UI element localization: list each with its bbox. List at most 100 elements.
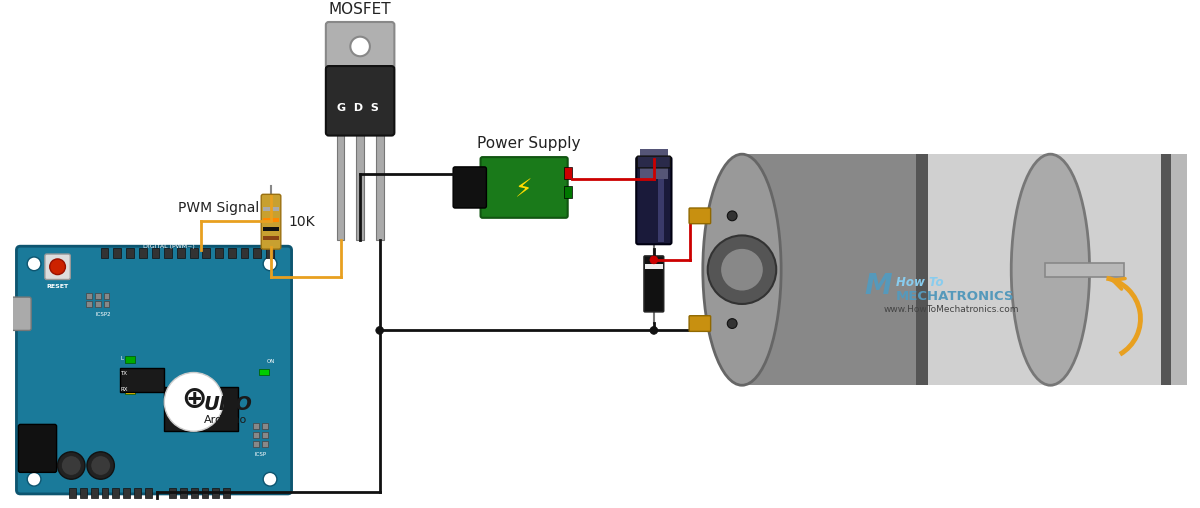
Bar [917,154,928,385]
Bar [215,248,223,258]
Bar [202,488,209,498]
Bar [124,488,130,498]
Text: RESET: RESET [47,284,68,289]
Text: ⚡: ⚡ [515,178,533,202]
Circle shape [58,452,85,479]
Bar [253,248,262,258]
Bar [337,128,344,240]
Text: 10K: 10K [289,215,316,229]
Bar [126,248,134,258]
Circle shape [650,327,658,334]
Bar [164,248,172,258]
Bar [263,441,268,447]
Ellipse shape [1012,154,1090,385]
Bar [86,293,92,299]
Circle shape [263,257,277,271]
Bar [212,488,220,498]
Bar [125,371,134,378]
FancyBboxPatch shape [6,297,31,330]
Text: ICSP: ICSP [254,452,266,457]
Bar [376,128,384,240]
Bar [263,218,278,221]
Circle shape [650,256,658,264]
FancyBboxPatch shape [480,157,568,218]
Bar [103,293,109,299]
Bar [145,488,151,498]
Circle shape [28,472,41,486]
Ellipse shape [703,154,781,385]
Text: ON: ON [268,359,276,364]
Bar [203,248,210,258]
Bar [223,488,230,498]
Bar [253,432,259,438]
Bar [241,248,248,258]
Text: ICSP2: ICSP2 [96,312,112,316]
Bar [1045,263,1124,276]
Circle shape [164,372,223,431]
Bar [742,154,918,385]
Circle shape [28,257,41,271]
Bar [1171,154,1200,385]
Text: RX: RX [120,387,127,392]
Text: L: L [120,356,124,361]
Bar [102,488,108,498]
Text: MOSFET: MOSFET [329,2,391,17]
Bar [101,248,108,258]
Text: www.HowToMechatronics.com: www.HowToMechatronics.com [884,305,1020,314]
Circle shape [263,472,277,486]
FancyBboxPatch shape [637,156,671,168]
Bar [80,488,86,498]
Circle shape [91,456,110,475]
Bar [253,424,259,429]
Text: TX: TX [120,371,127,376]
FancyBboxPatch shape [262,195,281,249]
FancyBboxPatch shape [689,208,710,224]
Bar [164,387,238,431]
Text: How To: How To [895,276,943,290]
FancyBboxPatch shape [689,315,710,331]
Bar [103,301,109,307]
Bar [356,128,364,240]
Text: G  D  S: G D S [337,103,379,113]
Bar [263,207,278,210]
Bar [742,154,1050,385]
Circle shape [708,235,776,304]
Bar [120,368,164,392]
Bar [259,369,269,375]
Bar [263,432,268,438]
Bar [928,154,1163,385]
FancyBboxPatch shape [17,246,292,494]
FancyBboxPatch shape [636,157,672,244]
Bar [564,186,571,198]
Bar [125,356,134,363]
Bar [263,227,278,231]
Bar [139,248,146,258]
Bar [169,488,176,498]
Text: UNO: UNO [204,395,252,415]
Text: ANALOG IN: ANALOG IN [188,503,218,508]
Circle shape [727,319,737,329]
Bar [1162,154,1171,385]
Circle shape [61,456,82,475]
FancyBboxPatch shape [44,254,71,279]
FancyBboxPatch shape [326,22,395,69]
FancyBboxPatch shape [326,66,395,136]
Bar [263,236,278,240]
Text: Power Supply: Power Supply [476,136,581,151]
Circle shape [350,37,370,56]
FancyBboxPatch shape [644,256,664,312]
Bar [134,488,140,498]
Bar [95,293,101,299]
Circle shape [86,452,114,479]
FancyBboxPatch shape [454,167,486,208]
Bar [151,248,160,258]
Text: DIGITAL (PWM~): DIGITAL (PWM~) [143,244,196,249]
Circle shape [720,248,763,291]
Bar [564,167,571,179]
Circle shape [376,327,384,334]
Text: ⊕: ⊕ [181,386,206,415]
Bar [658,159,664,242]
FancyBboxPatch shape [18,424,56,472]
Bar [95,301,101,307]
Text: PWM Signal: PWM Signal [178,201,259,215]
